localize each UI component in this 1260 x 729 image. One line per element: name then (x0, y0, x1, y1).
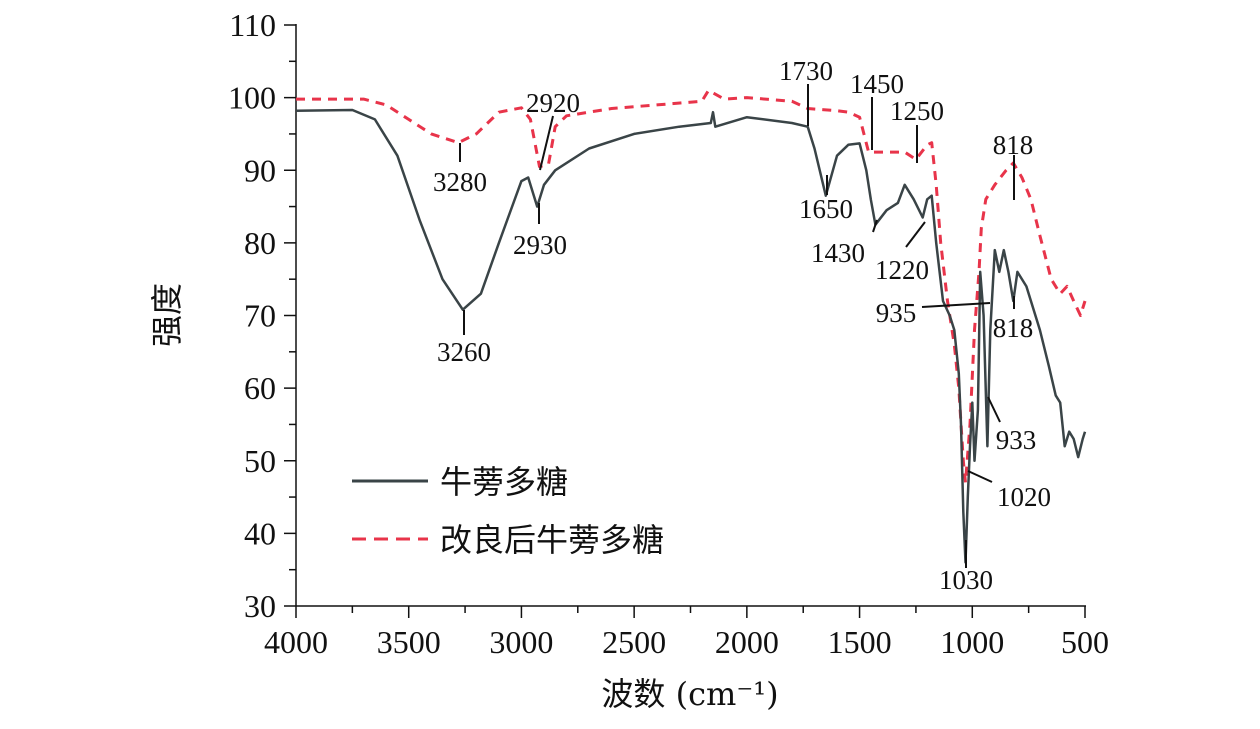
x-tick-label: 4000 (264, 624, 328, 660)
series-line-1 (296, 88, 1087, 484)
y-tick-label: 50 (244, 443, 276, 479)
x-tick-label: 500 (1061, 624, 1109, 660)
series-line-0 (295, 108, 1087, 564)
leader-933 (987, 396, 1001, 423)
x-tick-label: 2000 (715, 624, 779, 660)
leader-1220 (905, 221, 926, 248)
annotation-labels: 1730 1450 1250 3280 2920 1650 2930 1430 … (433, 56, 1051, 595)
legend-label-0: 牛蒡多糖 (440, 463, 568, 501)
x-axis-title: 波数 (cm⁻¹) (601, 675, 778, 713)
annotation-1650: 1650 (799, 194, 853, 224)
x-tick-label: 3500 (377, 624, 441, 660)
annotation-1730: 1730 (779, 56, 833, 86)
y-tick-label: 100 (228, 80, 276, 116)
x-tick-label: 1500 (828, 624, 892, 660)
annotations (459, 84, 1015, 568)
annotation-935: 935 (876, 298, 917, 328)
annotation-818-bottom: 818 (993, 313, 1034, 343)
y-axis-title: 强度 (148, 283, 186, 347)
x-tick-label: 3000 (489, 624, 553, 660)
series (295, 88, 1087, 564)
leader-2920 (539, 115, 554, 171)
annotation-1450: 1450 (850, 69, 904, 99)
y-tick-label: 110 (229, 7, 276, 43)
annotation-2920: 2920 (526, 88, 580, 118)
x-tick-label: 2500 (602, 624, 666, 660)
ticks: 4000 3500 3000 2500 2000 1500 1000 500 30 40 50 60 7… (228, 7, 1109, 660)
annotation-1030: 1030 (939, 565, 993, 595)
x-tick-label: 1000 (940, 624, 1004, 660)
annotation-818-top: 818 (993, 130, 1034, 160)
y-tick-label: 30 (244, 588, 276, 624)
annotation-1220: 1220 (875, 255, 929, 285)
y-tick-label: 70 (244, 298, 276, 334)
annotation-3260: 3260 (437, 337, 491, 367)
legend: 牛蒡多糖 改良后牛蒡多糖 (352, 463, 664, 559)
legend-label-1: 改良后牛蒡多糖 (440, 521, 664, 559)
y-tick-label: 40 (244, 515, 276, 551)
annotation-933: 933 (996, 425, 1037, 455)
annotation-2930: 2930 (513, 230, 567, 260)
annotation-3280: 3280 (433, 167, 487, 197)
leader-1020 (967, 470, 993, 483)
leader-1430 (872, 219, 878, 233)
leader-935 (921, 302, 991, 308)
y-tick-label: 80 (244, 225, 276, 261)
annotation-1430: 1430 (811, 238, 865, 268)
annotation-1250: 1250 (890, 96, 944, 126)
y-tick-label: 60 (244, 370, 276, 406)
annotation-1020: 1020 (997, 482, 1051, 512)
y-tick-label: 90 (244, 152, 276, 188)
